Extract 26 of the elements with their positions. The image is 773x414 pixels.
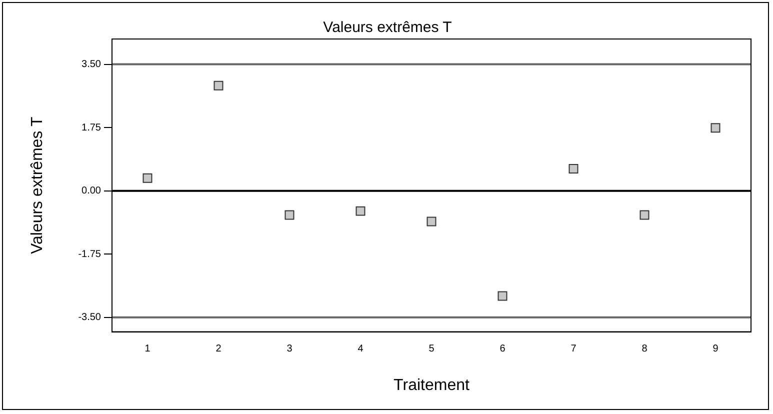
x-tick-label: 4 (358, 344, 364, 355)
x-axis-title: Traitement (394, 376, 470, 394)
chart-title: Valeurs extrêmes T (323, 19, 452, 36)
point (214, 80, 224, 90)
x-tick-label: 1 (144, 344, 151, 355)
x-tick-label: 5 (428, 344, 435, 355)
point (498, 291, 508, 301)
point (284, 210, 294, 220)
point (142, 173, 152, 183)
x-tick-label: 6 (500, 344, 506, 355)
y-tick-label: -1.75 (78, 248, 102, 260)
x-tick-label: 3 (286, 344, 293, 355)
point (568, 164, 578, 174)
point (426, 216, 436, 226)
x-tick-label: 7 (570, 344, 577, 355)
x-tick-label: 9 (712, 344, 719, 355)
y-tick-label: -3.50 (78, 312, 102, 324)
point (356, 206, 366, 216)
x-tick-label: 2 (216, 344, 222, 355)
y-axis-title: Valeurs extrêmes T (29, 116, 46, 254)
point (710, 123, 720, 133)
x-tick-label: 8 (642, 344, 648, 355)
y-tick-label: 3.50 (82, 59, 102, 70)
point (640, 210, 650, 220)
y-tick-label: 1.75 (82, 122, 102, 134)
y-tick-label: 0.00 (82, 186, 102, 197)
